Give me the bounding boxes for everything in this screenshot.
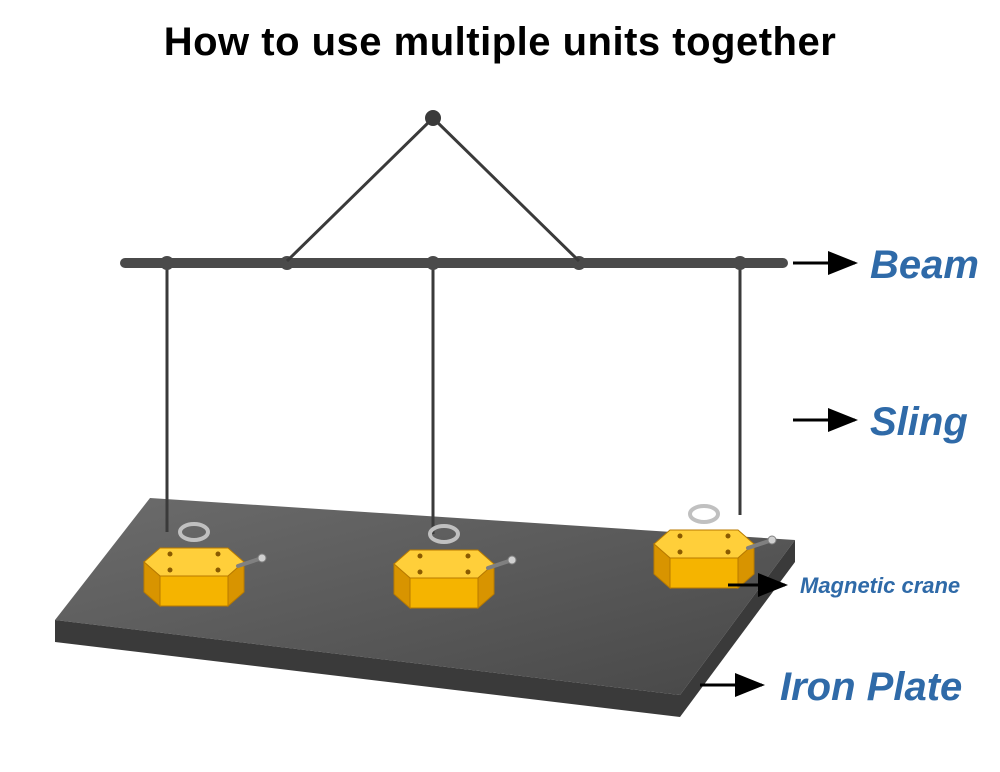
page-title: How to use multiple units together (50, 20, 950, 65)
beam-bar (120, 256, 788, 270)
hook-node (425, 110, 441, 126)
top-slings (287, 110, 579, 261)
label-iron-plate: Iron Plate (780, 665, 962, 710)
vertical-slings (167, 268, 740, 534)
label-sling: Sling (870, 400, 968, 445)
label-beam: Beam (870, 243, 979, 288)
diagram-canvas (0, 0, 1000, 772)
label-magnetic-crane: Magnetic crane (800, 573, 960, 599)
